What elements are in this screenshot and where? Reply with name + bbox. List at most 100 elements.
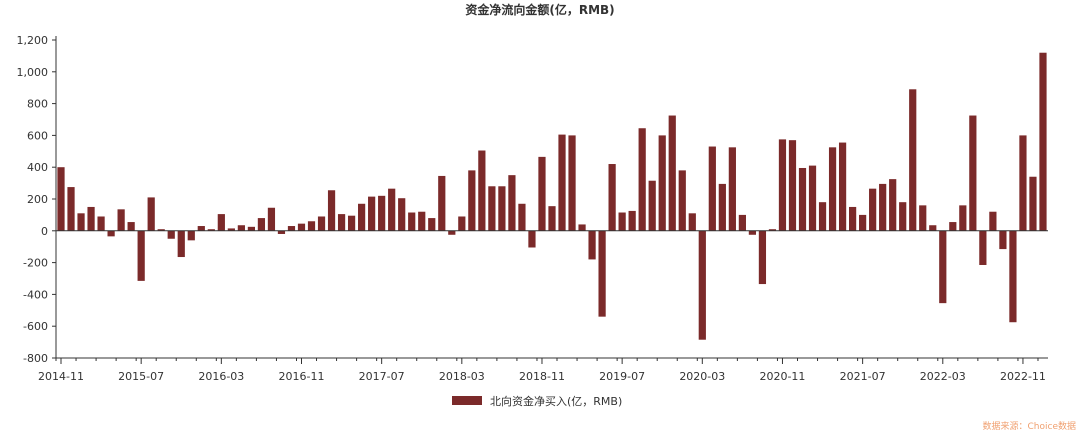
bar-2017-12 bbox=[428, 218, 436, 231]
bar-2022-05 bbox=[959, 205, 967, 231]
bar-2015-07 bbox=[137, 230, 145, 281]
bar-2015-01 bbox=[77, 213, 85, 231]
bar-2021-03 bbox=[818, 202, 827, 231]
bar-2020-09 bbox=[758, 230, 767, 285]
bar-2017-02 bbox=[327, 190, 336, 231]
chart-title: 资金净流向金额(亿，RMB) bbox=[465, 2, 614, 17]
bar-2018-10 bbox=[528, 230, 536, 248]
x-tick-label: 2018-11 bbox=[519, 370, 565, 383]
bar-2016-09 bbox=[277, 230, 286, 234]
bar-2019-06 bbox=[608, 164, 616, 231]
y-tick-label: -200 bbox=[23, 257, 48, 270]
bar-2015-12 bbox=[187, 230, 195, 241]
bar-2019-07 bbox=[618, 212, 626, 231]
bar-2021-06 bbox=[849, 206, 857, 231]
bar-2022-10 bbox=[1009, 230, 1017, 323]
bar-2019-02 bbox=[568, 135, 576, 231]
bar-2020-08 bbox=[748, 230, 757, 235]
bar-2022-09 bbox=[999, 230, 1007, 250]
y-tick-label: -800 bbox=[23, 352, 48, 365]
bar-2020-07 bbox=[738, 214, 746, 231]
bar-2016-02 bbox=[207, 229, 215, 231]
x-tick-label: 2017-07 bbox=[359, 370, 405, 383]
bar-2014-11 bbox=[57, 167, 65, 231]
bar-2015-09 bbox=[157, 229, 165, 231]
bars bbox=[57, 52, 1047, 340]
bar-2022-01 bbox=[919, 205, 927, 231]
bar-2022-12 bbox=[1029, 176, 1037, 231]
bar-2021-07 bbox=[859, 214, 867, 231]
bar-2016-11 bbox=[297, 223, 306, 231]
bar-2017-01 bbox=[317, 216, 326, 231]
bar-2018-08 bbox=[508, 175, 516, 231]
bar-2019-03 bbox=[578, 224, 586, 231]
bar-2021-12 bbox=[909, 89, 917, 231]
x-tick-label: 2022-11 bbox=[1000, 370, 1046, 383]
y-tick-label: 400 bbox=[27, 161, 48, 174]
bar-2017-03 bbox=[337, 214, 346, 231]
x-tick-label: 2015-07 bbox=[118, 370, 164, 383]
bar-2017-07 bbox=[378, 195, 386, 231]
y-tick-label: 200 bbox=[27, 193, 48, 206]
y-tick-label: 0 bbox=[41, 225, 48, 238]
bar-2018-01 bbox=[438, 175, 446, 231]
bar-2022-07 bbox=[979, 230, 987, 265]
bar-2018-03 bbox=[458, 216, 466, 231]
bar-2022-04 bbox=[949, 222, 957, 231]
bar-2017-08 bbox=[388, 188, 396, 231]
bar-2016-01 bbox=[197, 226, 205, 231]
x-tick-label: 2019-07 bbox=[599, 370, 645, 383]
bar-2016-03 bbox=[217, 214, 225, 231]
bar-2022-03 bbox=[939, 230, 947, 304]
bar-2022-06 bbox=[969, 115, 977, 231]
bar-2020-05 bbox=[718, 183, 726, 231]
bar-2021-11 bbox=[899, 202, 907, 231]
bar-2018-09 bbox=[518, 203, 526, 231]
bar-2017-09 bbox=[398, 198, 406, 231]
bar-2022-02 bbox=[929, 225, 937, 231]
bar-2017-11 bbox=[418, 211, 426, 231]
bar-2015-11 bbox=[177, 230, 185, 258]
y-tick-label: -400 bbox=[23, 288, 48, 301]
bar-2020-12 bbox=[788, 140, 797, 231]
bar-2022-08 bbox=[989, 211, 997, 231]
bar-2019-08 bbox=[628, 210, 636, 231]
y-tick-label: -600 bbox=[23, 320, 48, 333]
bar-2021-09 bbox=[879, 183, 887, 231]
bar-2015-03 bbox=[97, 216, 105, 231]
bar-2015-04 bbox=[107, 230, 115, 237]
bar-2016-05 bbox=[237, 225, 245, 231]
bar-2016-07 bbox=[257, 218, 266, 231]
bar-2020-10 bbox=[768, 229, 777, 231]
legend: 北向资金净买入(亿，RMB) bbox=[452, 394, 622, 408]
bar-2020-06 bbox=[728, 147, 736, 231]
bar-2016-06 bbox=[247, 226, 255, 231]
bar-2016-10 bbox=[287, 226, 296, 231]
x-tick-label: 2020-03 bbox=[679, 370, 725, 383]
y-tick-label: 1,200 bbox=[17, 34, 49, 47]
bar-2018-12 bbox=[548, 206, 556, 231]
bar-2018-02 bbox=[448, 230, 456, 235]
bar-2020-11 bbox=[778, 139, 787, 231]
x-tick-label: 2016-11 bbox=[279, 370, 325, 383]
legend-swatch bbox=[452, 396, 482, 405]
bar-2019-09 bbox=[638, 128, 646, 231]
bar-2016-12 bbox=[307, 221, 316, 231]
bar-2015-05 bbox=[117, 209, 125, 231]
bar-2017-10 bbox=[408, 212, 416, 231]
bar-2017-04 bbox=[347, 215, 356, 231]
bar-2019-01 bbox=[558, 134, 566, 231]
x-tick-label: 2018-03 bbox=[439, 370, 485, 383]
bar-2018-05 bbox=[478, 150, 486, 231]
bar-2021-02 bbox=[808, 165, 817, 231]
x-tick-label: 2021-07 bbox=[840, 370, 886, 383]
bar-2016-04 bbox=[227, 228, 235, 231]
x-tick-label: 2022-03 bbox=[920, 370, 966, 383]
bar-2017-06 bbox=[368, 196, 376, 231]
bar-2019-10 bbox=[648, 180, 656, 231]
bar-2021-01 bbox=[798, 167, 807, 231]
bar-2023-01 bbox=[1039, 52, 1047, 231]
bar-2021-08 bbox=[869, 188, 877, 231]
bar-2018-04 bbox=[468, 170, 476, 231]
